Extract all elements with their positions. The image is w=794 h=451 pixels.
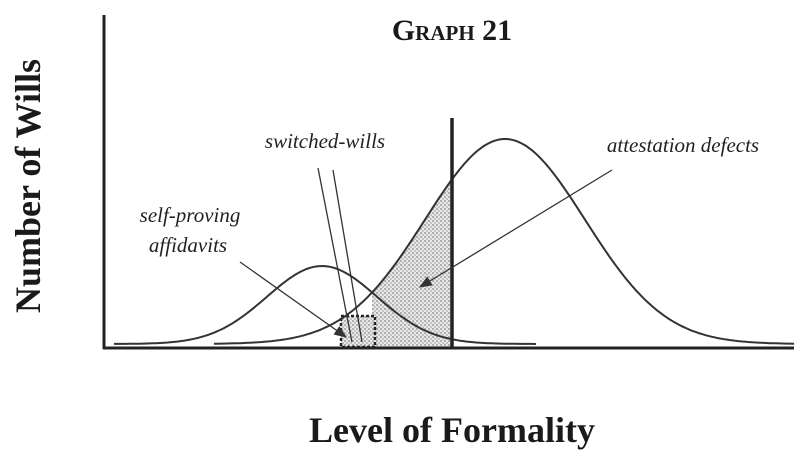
title: Graph 21: [392, 14, 512, 47]
annotation: switched-wills: [265, 129, 385, 153]
annotation: self-proving: [140, 203, 241, 227]
y-axis-label: Number of Wills: [8, 59, 48, 313]
arrow: [317, 167, 353, 343]
annotation: attestation defects: [607, 133, 759, 157]
annotation: affidavits: [149, 233, 227, 257]
x-axis-label: Level of Formality: [309, 410, 595, 450]
arrow: [239, 261, 348, 338]
shaded-region: [372, 179, 452, 347]
large-curve: [214, 138, 794, 345]
arrow: [418, 169, 613, 288]
small-curve: [114, 264, 536, 345]
arrow: [332, 169, 363, 343]
